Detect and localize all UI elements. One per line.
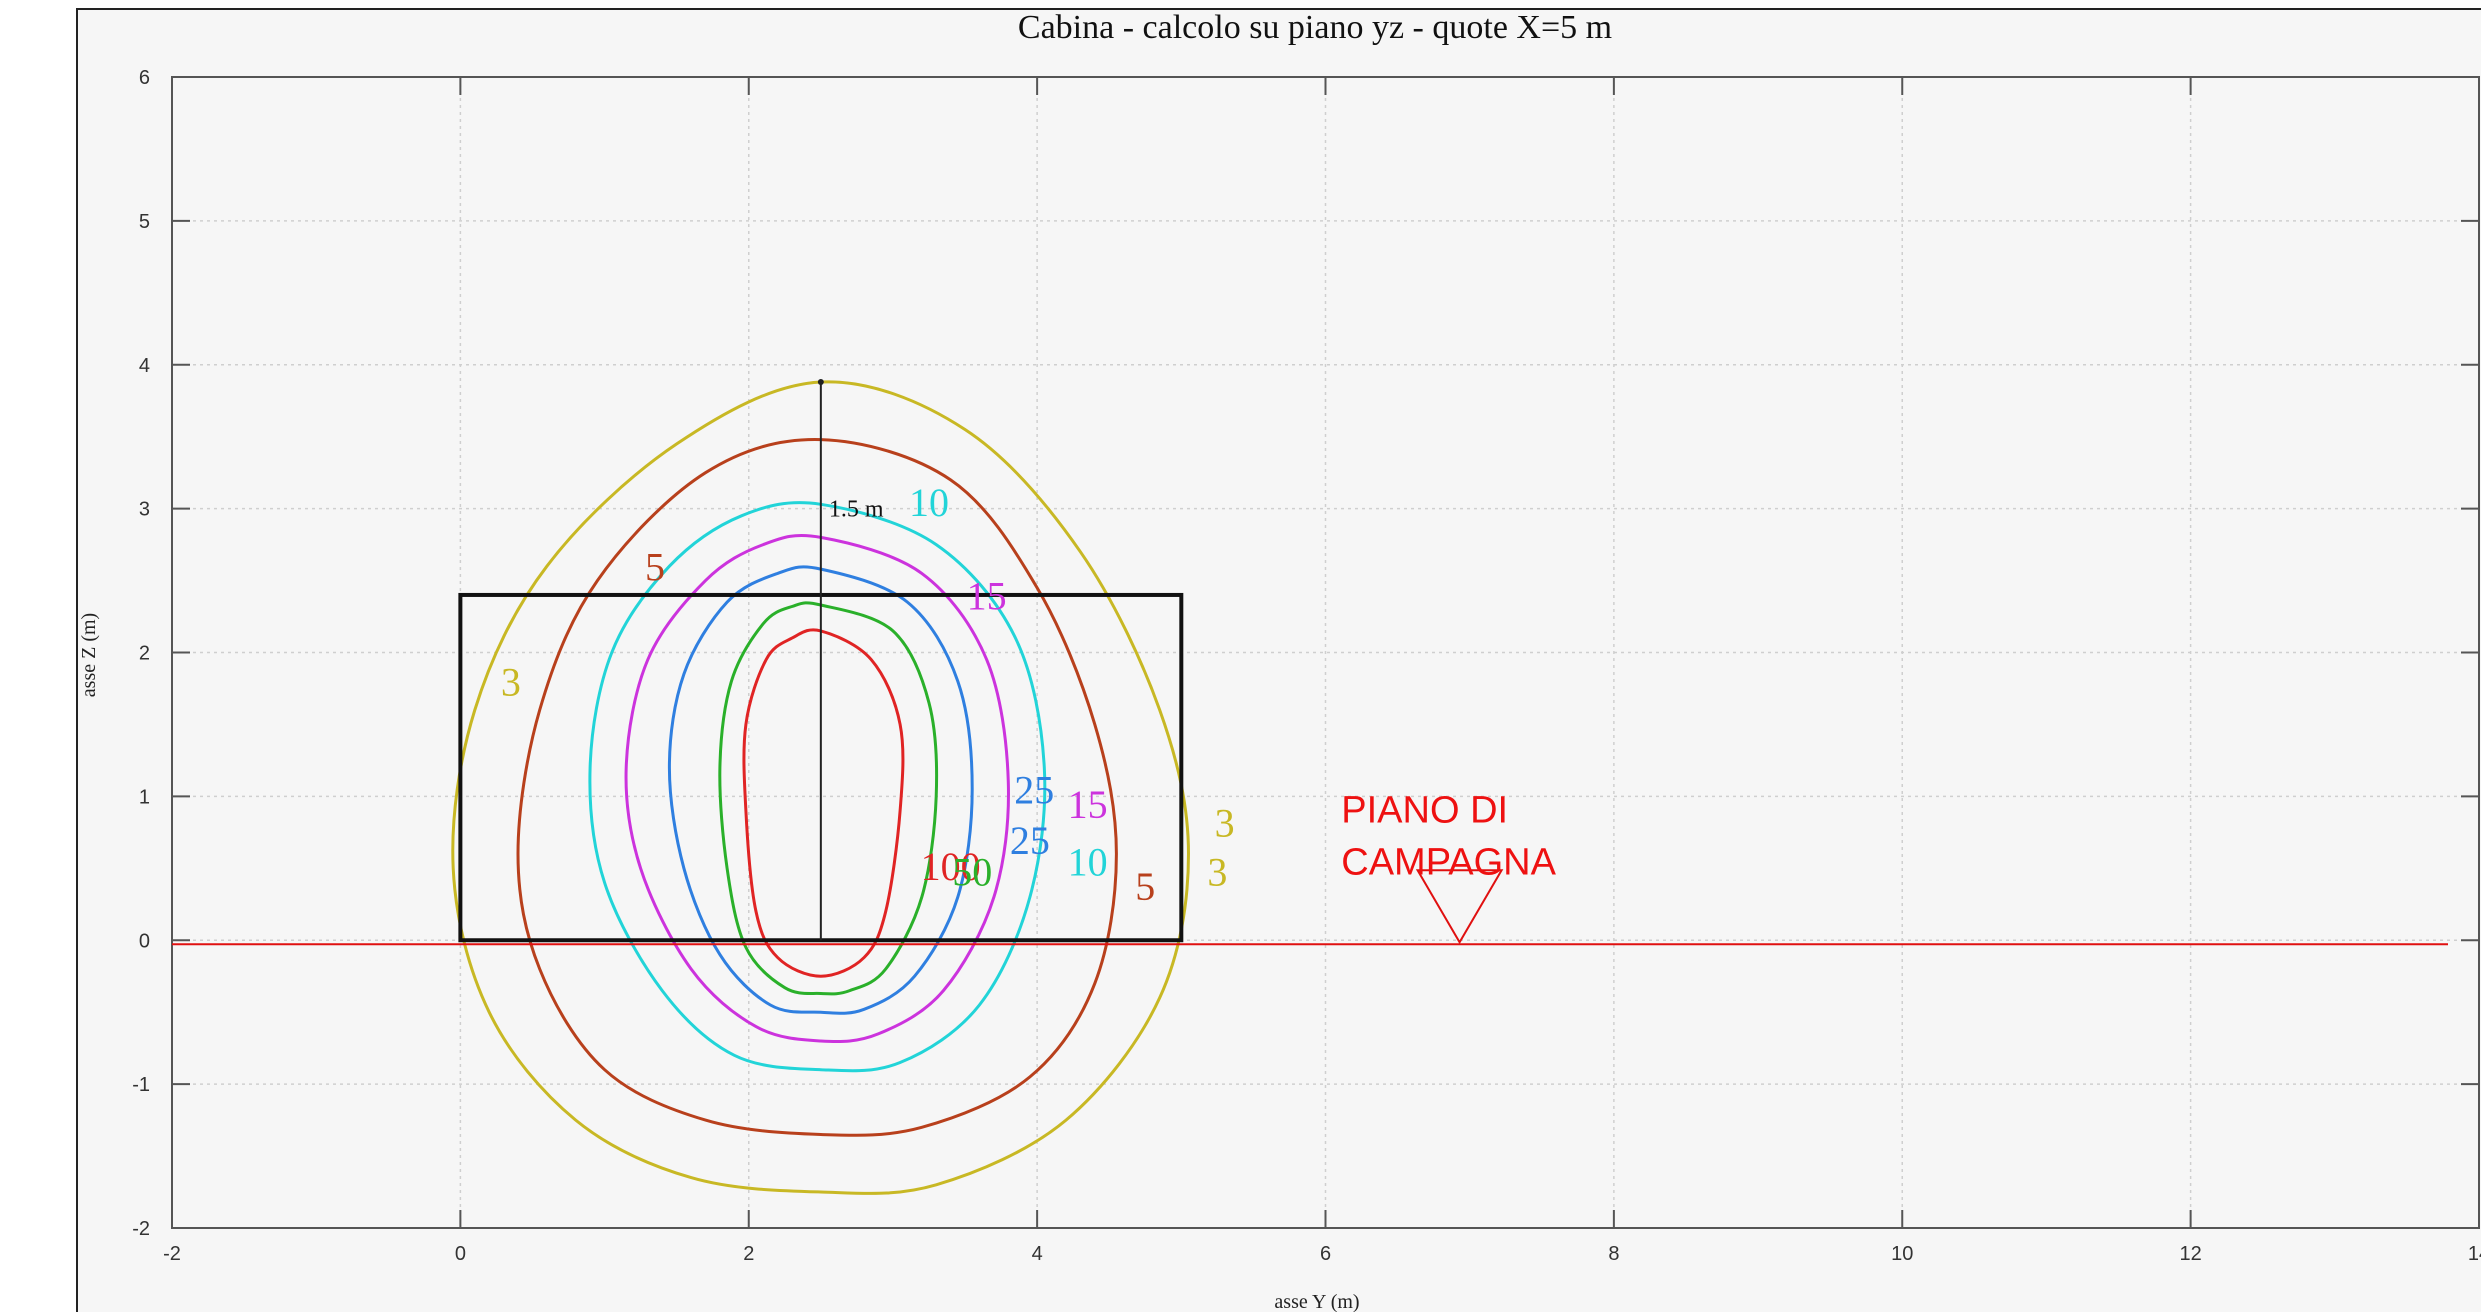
x-tick-label: 12: [2180, 1243, 2202, 1265]
contour-label: 3: [501, 660, 521, 705]
contour-label: 3: [1215, 801, 1235, 846]
x-tick-label: 8: [1608, 1243, 1619, 1265]
contour-label: 5: [1135, 864, 1155, 909]
contour-line-15: [624, 533, 1010, 1044]
x-tick-label: 4: [1032, 1243, 1043, 1265]
contour-line-25: [667, 565, 974, 1015]
contour-label: 3: [1207, 850, 1227, 895]
x-tick-label: -2: [163, 1243, 181, 1265]
plot-frame: [171, 76, 2480, 1229]
contour-label: 10: [909, 480, 949, 525]
overlays: 1.5 m PIANO DI CAMPAGNA: [172, 379, 2448, 946]
chart-title: Cabina - calcolo su piano yz - quote X=5…: [1018, 9, 1612, 46]
contour-line-100: [742, 628, 905, 978]
y-tick-label: 6: [139, 67, 150, 89]
contour-line-10: [588, 501, 1047, 1073]
contour-line-50: [718, 601, 939, 996]
height-marker-label: 1.5 m: [829, 497, 884, 523]
x-tick-label: 0: [455, 1243, 466, 1265]
contour-label: 25: [1014, 768, 1054, 813]
y-tick-label: 0: [139, 930, 150, 952]
contour-line-3: [451, 380, 1191, 1195]
y-tick-label: 1: [139, 786, 150, 808]
ground-note-line: CAMPAGNA: [1341, 841, 1556, 883]
y-tick-label: 2: [139, 643, 150, 665]
contour-label: 50: [952, 850, 992, 895]
contour-label: 100: [921, 844, 981, 889]
x-axis-label: asse Y (m): [1274, 1291, 1359, 1312]
contour-label: 25: [1010, 818, 1050, 863]
contour-label: 5: [645, 545, 665, 590]
y-tick-label: -1: [132, 1074, 150, 1096]
grid: [172, 77, 2479, 1228]
y-tick-label: 5: [139, 211, 150, 233]
height-marker-dot: [817, 379, 824, 386]
y-tick-label: 4: [139, 355, 150, 377]
x-tick-label: 2: [743, 1243, 754, 1265]
contour-label: 15: [1068, 782, 1108, 827]
contour-lines: [451, 380, 1191, 1195]
y-tick-label: 3: [139, 499, 150, 521]
x-tick-label: 6: [1320, 1243, 1331, 1265]
contour-label: 15: [967, 573, 1007, 618]
x-tick-label: 10: [1891, 1243, 1913, 1265]
x-tick-label: 14: [2468, 1243, 2481, 1265]
y-axis-label: asse Z (m): [78, 613, 100, 697]
ground-note-line: PIANO DI: [1341, 789, 1508, 831]
contour-line-5: [516, 438, 1118, 1137]
contour-label: 10: [1068, 840, 1108, 885]
y-tick-label: -2: [132, 1218, 150, 1240]
ground-triangle-marker: [1415, 869, 1504, 945]
